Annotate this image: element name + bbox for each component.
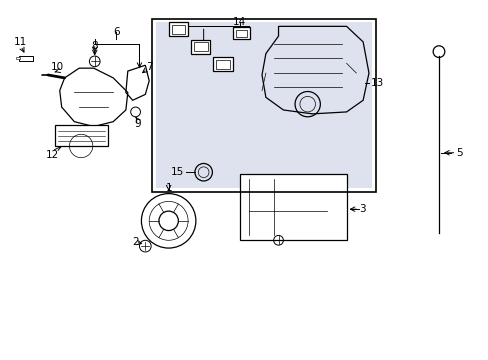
Text: 15: 15 (171, 167, 184, 177)
Text: 2: 2 (132, 237, 139, 247)
Bar (239, 174, 346, 240)
Text: 3: 3 (359, 204, 365, 214)
Bar (216, 60, 229, 69)
Text: 1: 1 (165, 183, 172, 193)
Text: 4: 4 (258, 206, 265, 216)
Bar (194, 42, 207, 51)
Bar (171, 25, 185, 33)
Text: 9: 9 (134, 118, 141, 129)
Bar (191, 40, 210, 54)
Text: 12: 12 (45, 150, 59, 160)
Text: 7: 7 (145, 62, 152, 72)
Bar (235, 30, 247, 37)
Text: 11: 11 (14, 37, 27, 47)
Bar (213, 58, 232, 71)
Text: 14: 14 (233, 18, 246, 27)
Bar (19, 55, 32, 61)
Text: 10: 10 (51, 62, 64, 72)
Text: 6: 6 (113, 27, 119, 37)
Bar (232, 27, 250, 39)
Bar (168, 22, 188, 36)
Bar (16, 58, 20, 59)
Text: 8: 8 (91, 41, 98, 51)
Text: 5: 5 (456, 148, 462, 158)
Text: 13: 13 (370, 78, 384, 88)
Bar (152, 19, 375, 192)
Bar (55, 125, 108, 146)
Bar (156, 22, 371, 188)
